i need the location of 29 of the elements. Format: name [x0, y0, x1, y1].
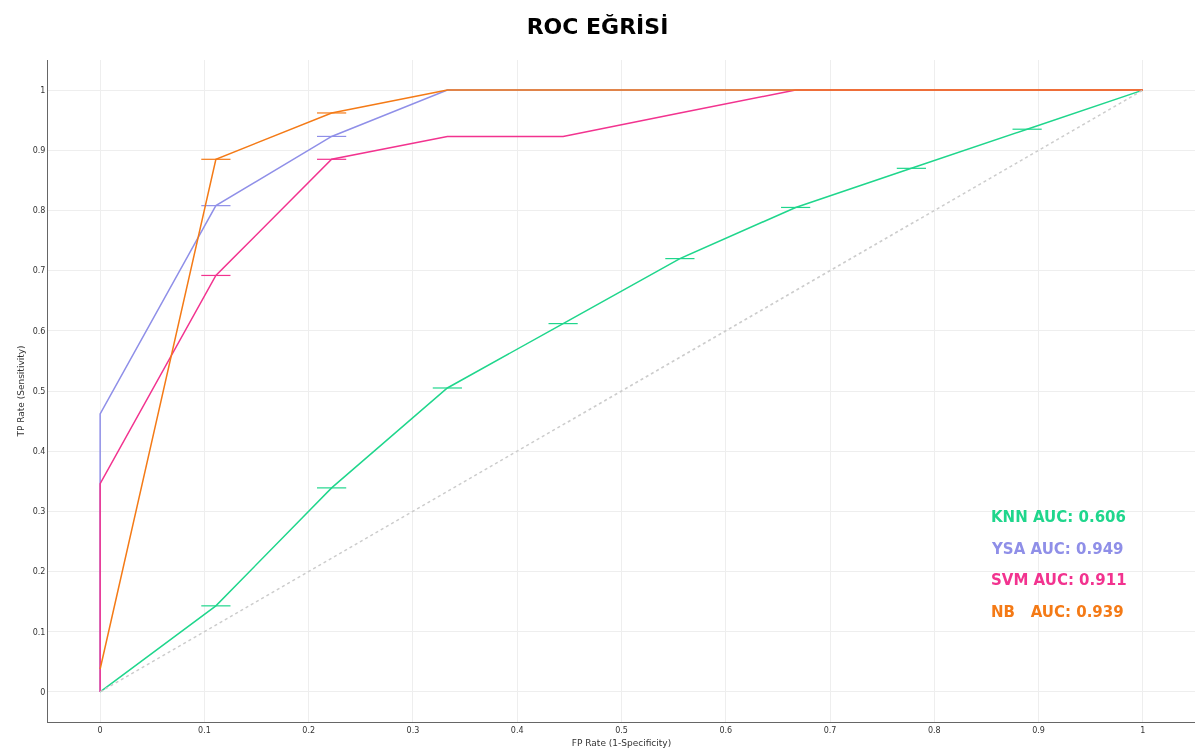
- y-tick-label: 1: [40, 85, 46, 95]
- x-tick-label: 0.6: [719, 725, 733, 735]
- y-tick-label: 0: [40, 687, 46, 697]
- y-tick-label: 0.4: [32, 446, 46, 456]
- x-tick-label: 0.1: [198, 725, 211, 735]
- text: NB AUC: 0.939: [991, 603, 1124, 621]
- x-axis-title: FP Rate (1-Specificity): [571, 738, 672, 749]
- chart-title: ROC EĞRİSİ: [526, 14, 669, 40]
- y-tick-label: 0.6: [32, 326, 46, 336]
- x-tick-label: 0.2: [302, 725, 316, 735]
- text: KNN AUC: 0.606: [991, 508, 1126, 526]
- y-tick-label: 0.5: [32, 386, 46, 396]
- y-axis-title: TP Rate (Sensitivity): [16, 345, 27, 438]
- y-tick-label: 0.7: [32, 266, 46, 276]
- x-tick-label: 0.3: [406, 725, 420, 735]
- y-tick-label: 0.1: [32, 627, 46, 637]
- x-tick-label: 0.7: [823, 725, 837, 735]
- x-tick-label: 0.5: [615, 725, 628, 735]
- text: SVM AUC: 0.911: [991, 571, 1127, 589]
- y-tick-label: 0.3: [32, 507, 46, 517]
- x-tick-label: 0.8: [927, 725, 941, 735]
- x-tick-label: 1: [1140, 725, 1146, 735]
- y-tick-label: 0.9: [32, 146, 46, 156]
- y-tick-label: 0.8: [32, 206, 46, 216]
- x-tick-label: 0: [97, 725, 103, 735]
- text: YSA AUC: 0.949: [991, 540, 1124, 558]
- x-tick-label: 0.9: [1032, 725, 1045, 735]
- y-tick-label: 0.2: [32, 567, 46, 577]
- x-tick-label: 0.4: [510, 725, 524, 735]
